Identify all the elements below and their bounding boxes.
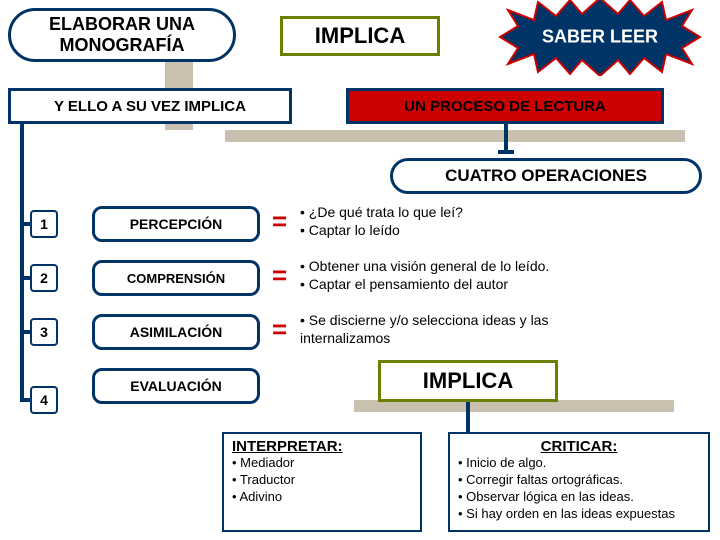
connector-vert-1 <box>504 124 508 152</box>
op-num-2-label: 2 <box>40 270 48 286</box>
op-num-2: 2 <box>30 264 58 292</box>
connector-h-4 <box>20 398 30 402</box>
connector-h-2 <box>20 276 30 280</box>
op-name-1: PERCEPCIÓN <box>130 216 223 232</box>
op-desc-1: • ¿De qué trata lo que leí? • Captar lo … <box>300 204 710 239</box>
bottom-right-box: CRITICAR: • Inicio de algo. • Corregir f… <box>448 432 710 532</box>
op-desc-2-line2: • Captar el pensamiento del autor <box>300 276 716 294</box>
shadow-bar-2 <box>225 130 685 142</box>
op-box-4: EVALUACIÓN <box>92 368 260 404</box>
connector-arrow-1 <box>498 150 514 154</box>
bottom-left-title: INTERPRETAR: <box>232 438 412 455</box>
bottom-left-item-2: • Traductor <box>232 472 412 489</box>
connector-h-1 <box>20 222 30 226</box>
ops-title-box: CUATRO OPERACIONES <box>390 158 702 194</box>
eq-3: = <box>272 314 287 345</box>
op-desc-3: • Se discierne y/o selecciona ideas y la… <box>300 312 716 347</box>
row2-left-label: Y ELLO A SU VEZ IMPLICA <box>54 98 246 115</box>
bottom-right-item-4: • Si hay orden en las ideas expuestas <box>458 506 700 523</box>
row2-left-box: Y ELLO A SU VEZ IMPLICA <box>8 88 292 124</box>
connector-vert-left <box>20 124 24 402</box>
op-num-3: 3 <box>30 318 58 346</box>
bottom-right-item-1: • Inicio de algo. <box>458 455 700 472</box>
header-right-starburst: SABER LEER <box>490 0 710 76</box>
bottom-left-box: INTERPRETAR: • Mediador • Traductor • Ad… <box>222 432 422 532</box>
eq-2: = <box>272 260 287 291</box>
bottom-right-list: • Inicio de algo. • Corregir faltas orto… <box>458 455 700 523</box>
header-left-line2: MONOGRAFÍA <box>49 35 195 56</box>
connector-implica-down <box>466 402 470 432</box>
header-mid-label: IMPLICA <box>315 23 405 49</box>
op-num-4: 4 <box>30 386 58 414</box>
header-left-line1: ELABORAR UNA <box>49 14 195 35</box>
op-desc-3-line1: • Se discierne y/o selecciona ideas y la… <box>300 312 716 330</box>
bottom-left-list: • Mediador • Traductor • Adivino <box>232 455 412 506</box>
bottom-left-item-1: • Mediador <box>232 455 412 472</box>
op-name-3: ASIMILACIÓN <box>130 324 223 340</box>
op-num-3-label: 3 <box>40 324 48 340</box>
op-desc-2-line1: • Obtener una visión general de lo leído… <box>300 258 716 276</box>
implica2-label: IMPLICA <box>423 368 513 394</box>
op-desc-1-line1: • ¿De qué trata lo que leí? <box>300 204 710 222</box>
row2-right-box: UN PROCESO DE LECTURA <box>346 88 664 124</box>
op-box-3: ASIMILACIÓN <box>92 314 260 350</box>
header-mid-box: IMPLICA <box>280 16 440 56</box>
header-right-label: SABER LEER <box>542 27 658 48</box>
connector-h-3 <box>20 330 30 334</box>
op-num-4-label: 4 <box>40 392 48 408</box>
bottom-left-item-3: • Adivino <box>232 489 412 506</box>
op-desc-1-line2: • Captar lo leído <box>300 222 710 240</box>
op-num-1-label: 1 <box>40 216 48 232</box>
op-desc-3-line2: internalizamos <box>300 330 716 348</box>
row2-right-label: UN PROCESO DE LECTURA <box>404 98 606 115</box>
op-box-1: PERCEPCIÓN <box>92 206 260 242</box>
op-box-2: COMPRENSIÓN <box>92 260 260 296</box>
op-name-2: COMPRENSIÓN <box>127 271 225 286</box>
op-name-4: EVALUACIÓN <box>130 378 222 394</box>
ops-title-label: CUATRO OPERACIONES <box>445 166 647 186</box>
implica2-box: IMPLICA <box>378 360 558 402</box>
bottom-right-item-2: • Corregir faltas ortográficas. <box>458 472 700 489</box>
eq-1: = <box>272 206 287 237</box>
header-left-box: ELABORAR UNA MONOGRAFÍA <box>8 8 236 62</box>
bottom-right-item-3: • Observar lógica en las ideas. <box>458 489 700 506</box>
op-num-1: 1 <box>30 210 58 238</box>
op-desc-2: • Obtener una visión general de lo leído… <box>300 258 716 293</box>
bottom-right-title: CRITICAR: <box>458 438 700 455</box>
